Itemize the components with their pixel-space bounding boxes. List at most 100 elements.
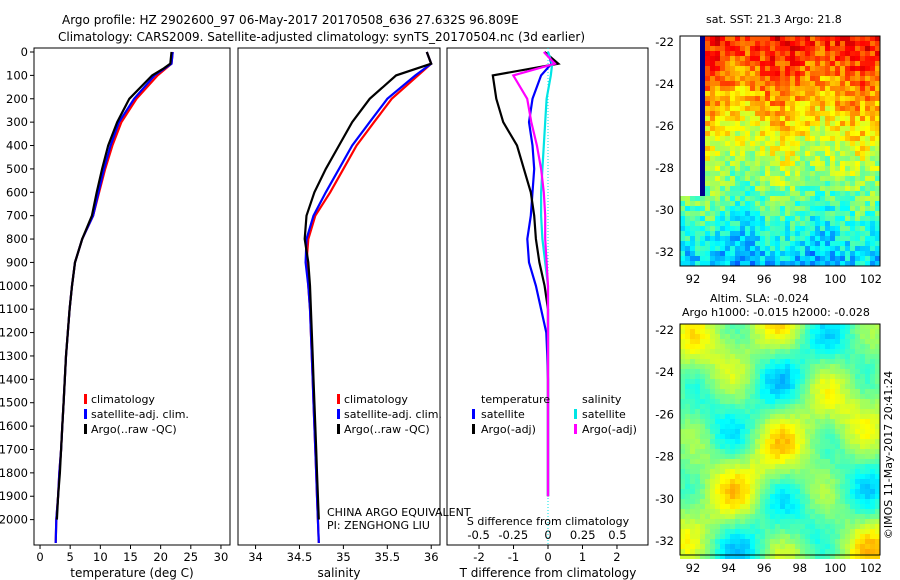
map-cell: [800, 126, 805, 131]
map-cell: [810, 429, 815, 434]
map-cell: [715, 504, 720, 509]
map-cell: [700, 156, 705, 161]
map-cell: [865, 374, 870, 379]
map-cell: [780, 71, 785, 76]
map-cell: [765, 479, 770, 484]
map-cell: [780, 136, 785, 141]
map-cell: [835, 96, 840, 101]
map-cell: [730, 429, 735, 434]
map-cell: [840, 354, 845, 359]
map-cell: [710, 106, 715, 111]
depth-tick-label: 1000: [0, 279, 28, 293]
series-line-climatology: [54, 51, 174, 544]
map-cell: [855, 246, 860, 251]
map-cell: [840, 116, 845, 121]
map-cell: [845, 329, 850, 334]
map-cell: [775, 434, 780, 439]
map-cell: [715, 544, 720, 549]
map-cell: [690, 241, 695, 246]
map-cell: [870, 524, 875, 529]
map-cell: [750, 429, 755, 434]
map-cell: [830, 334, 835, 339]
map-cell: [710, 116, 715, 121]
map-cell: [820, 499, 825, 504]
map-cell: [810, 106, 815, 111]
legend-label-temp-argo: Argo(-adj): [481, 423, 536, 436]
map-cell: [760, 171, 765, 176]
map-cell: [770, 171, 775, 176]
map-cell: [705, 384, 710, 389]
map-cell: [850, 344, 855, 349]
map-cell: [750, 329, 755, 334]
map-cell: [840, 166, 845, 171]
map-cell: [740, 71, 745, 76]
map-cell: [775, 256, 780, 261]
map-cell: [765, 469, 770, 474]
map-cell: [850, 206, 855, 211]
map-cell: [730, 36, 735, 41]
map-cell: [775, 36, 780, 41]
map-cell: [865, 424, 870, 429]
map-cell: [770, 211, 775, 216]
map-cell: [705, 479, 710, 484]
map-cell: [710, 211, 715, 216]
map-cell: [750, 116, 755, 121]
map-cell: [800, 529, 805, 534]
map-cell: [685, 56, 690, 61]
map-cell: [770, 554, 775, 559]
map-cell: [795, 509, 800, 514]
map-cell: [845, 549, 850, 554]
map-cell: [755, 459, 760, 464]
map-cell: [695, 394, 700, 399]
map-cell: [845, 156, 850, 161]
legend-swatch-climatology: [337, 394, 340, 404]
map-cell: [690, 374, 695, 379]
map-cell: [690, 429, 695, 434]
map-cell: [715, 489, 720, 494]
map-cell: [720, 419, 725, 424]
map-cell: [855, 156, 860, 161]
map-cell: [750, 389, 755, 394]
map-cell: [695, 196, 700, 201]
map-cell: [745, 56, 750, 61]
map-cell: [805, 251, 810, 256]
map-cell: [865, 191, 870, 196]
map-cell: [740, 186, 745, 191]
map-cell: [695, 359, 700, 364]
map-cell: [825, 439, 830, 444]
map-cell: [785, 216, 790, 221]
map-cell: [825, 131, 830, 136]
map-cell: [725, 479, 730, 484]
map-cell: [870, 379, 875, 384]
map-cell: [735, 519, 740, 524]
map-cell: [720, 41, 725, 46]
map-cell: [745, 444, 750, 449]
map-cell: [795, 41, 800, 46]
map-cell: [790, 454, 795, 459]
map-cell: [750, 334, 755, 339]
map-cell: [720, 66, 725, 71]
map-cell: [680, 324, 685, 329]
map-cell: [690, 554, 695, 559]
map-cell: [815, 151, 820, 156]
map-cell: [745, 549, 750, 554]
map-cell: [840, 76, 845, 81]
map-cell: [730, 166, 735, 171]
map-cell: [825, 429, 830, 434]
map-cell: [860, 479, 865, 484]
map-cell: [835, 399, 840, 404]
map-cell: [815, 359, 820, 364]
map-cell: [840, 359, 845, 364]
map-cell: [690, 494, 695, 499]
map-cell: [735, 161, 740, 166]
map-cell: [830, 414, 835, 419]
map-cell: [860, 394, 865, 399]
map-cell: [735, 334, 740, 339]
map-cell: [690, 51, 695, 56]
map-cell: [825, 454, 830, 459]
map-cell: [815, 256, 820, 261]
sla-heatmap: [680, 324, 880, 559]
map-cell: [770, 469, 775, 474]
map-cell: [825, 394, 830, 399]
map-cell: [715, 246, 720, 251]
